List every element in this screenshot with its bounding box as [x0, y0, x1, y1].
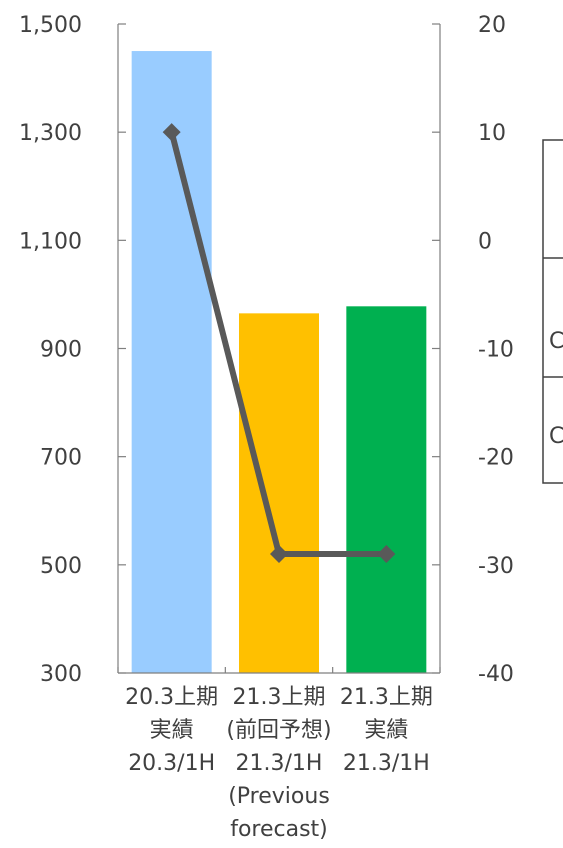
right-tick-label: -20 — [478, 446, 514, 471]
line-point — [270, 545, 288, 564]
legend-box — [542, 139, 563, 484]
category-label: 21.3上期 (前回予想) 21.3/1H (Previous forecast) — [226, 685, 331, 842]
right-tick-label: 0 — [478, 229, 492, 254]
right-tick-label: 20 — [478, 13, 506, 38]
category-label-line: (前回予想) — [226, 718, 331, 743]
category-label-line: 21.3上期 — [233, 685, 326, 710]
category-label-line: 21.3/1H — [343, 751, 430, 776]
legend-label: C — [549, 424, 563, 449]
left-tick-label: 1,300 — [19, 121, 82, 146]
bars — [131, 51, 427, 673]
line-point — [162, 123, 181, 142]
left-axis: 300 500 700 900 1,100 1,300 1,500 — [19, 13, 126, 687]
legend-label: C — [549, 329, 563, 354]
category-label-line: 21.3/1H — [236, 751, 323, 776]
bar — [239, 313, 319, 673]
category-label-line: 20.3上期 — [125, 685, 218, 710]
left-tick-label: 500 — [40, 554, 82, 579]
right-tick-label: 10 — [478, 121, 506, 146]
left-tick-label: 900 — [40, 338, 82, 363]
category-label-line: 20.3/1H — [128, 751, 215, 776]
category-label-line: forecast) — [230, 817, 328, 842]
category-label: 21.3上期実績 21.3/1H — [340, 685, 433, 776]
legend-fragment: C C — [542, 139, 563, 484]
category-label-line: 実績 — [150, 718, 194, 743]
category-label-line: (Previous — [228, 784, 330, 809]
right-axis: -40 -30 -20 -10 0 10 20 — [432, 13, 514, 687]
category-label: 20.3上期実績 20.3/1H — [125, 685, 218, 776]
x-axis — [117, 667, 441, 674]
right-tick-label: -40 — [478, 662, 514, 687]
left-tick-label: 1,100 — [19, 229, 82, 254]
left-tick-label: 300 — [40, 662, 82, 687]
line-series — [162, 123, 396, 564]
right-tick-label: -10 — [478, 338, 514, 363]
line-point — [377, 545, 396, 564]
category-label-line: 21.3上期 — [340, 685, 433, 710]
bar — [346, 306, 427, 673]
bar — [131, 51, 212, 673]
right-tick-label: -30 — [478, 554, 514, 579]
left-tick-label: 700 — [40, 446, 82, 471]
left-tick-label: 1,500 — [19, 13, 82, 38]
category-label-line: 実績 — [364, 718, 408, 743]
